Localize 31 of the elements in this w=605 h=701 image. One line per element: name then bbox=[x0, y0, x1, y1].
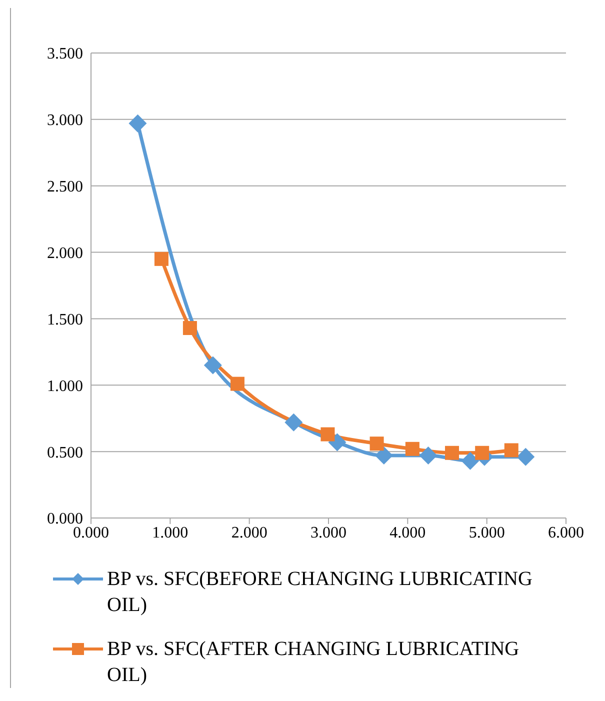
point bbox=[154, 252, 168, 266]
x-tick-label: 1.000 bbox=[152, 524, 188, 542]
point bbox=[284, 413, 303, 432]
legend-label: BP vs. SFC(AFTER CHANGING LUBRICATING OIL) bbox=[107, 637, 520, 688]
y-tick-label: 2.000 bbox=[47, 244, 83, 262]
x-tick-label: 2.000 bbox=[231, 524, 268, 542]
point bbox=[320, 427, 335, 442]
y-tick-label: 2.500 bbox=[47, 178, 83, 196]
x-tick-label: 5.000 bbox=[468, 524, 505, 542]
legend-label: BP vs. SFC(BEFORE CHANGING LUBRICATING OIL) bbox=[107, 567, 534, 618]
point bbox=[504, 443, 518, 458]
y-tick-label: 3.000 bbox=[47, 112, 83, 130]
y-tick-label: 3.500 bbox=[47, 46, 83, 63]
y-tick-label: 1.500 bbox=[47, 311, 83, 328]
x-tick-label: 3.000 bbox=[310, 524, 346, 542]
point bbox=[204, 356, 222, 374]
point bbox=[370, 436, 384, 451]
point bbox=[475, 446, 490, 460]
point bbox=[128, 114, 147, 132]
point bbox=[419, 446, 438, 465]
point bbox=[374, 446, 393, 465]
x-tick-label: 6.000 bbox=[548, 524, 584, 542]
x-tick-label: 4.000 bbox=[390, 524, 426, 542]
point bbox=[516, 448, 535, 466]
point bbox=[461, 452, 480, 470]
point bbox=[405, 442, 420, 456]
y-tick-label: 0.500 bbox=[47, 444, 83, 462]
point bbox=[230, 376, 244, 391]
y-tick-label: 1.000 bbox=[47, 378, 83, 395]
point bbox=[182, 321, 197, 336]
point bbox=[445, 446, 459, 460]
